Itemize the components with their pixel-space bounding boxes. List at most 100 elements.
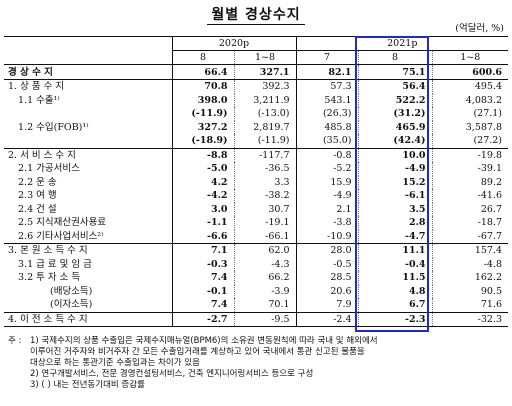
value-cell: 327.1	[233, 64, 297, 80]
value-cell: -4.9	[295, 189, 359, 203]
value-cell: (42.4)	[357, 134, 433, 148]
value-cell: (27.2)	[431, 134, 509, 148]
footnote-mark	[8, 380, 30, 391]
header-month: 8	[357, 50, 433, 65]
value-cell: 10.0	[357, 147, 433, 162]
footnote-mark	[8, 358, 30, 369]
table-row: 2.5 지식재산권사용료 -1.1 -19.1 -3.8 2.8 -18.7	[4, 216, 509, 230]
value-cell: -0.5	[295, 257, 359, 271]
value-cell: (-18.9)	[171, 134, 234, 148]
value-cell: -4.8	[431, 257, 509, 271]
value-cell: -32.3	[431, 311, 509, 327]
footnote-line: 대상으로 하는 통관기준 수출입과는 차이가 있음	[8, 358, 504, 369]
value-cell: 522.2	[357, 93, 433, 107]
value-cell: -2.4	[295, 311, 359, 327]
value-cell: 6.7	[357, 298, 433, 312]
value-cell: 7.4	[171, 298, 234, 312]
value-cell: -39.1	[431, 162, 509, 176]
value-cell: 57.3	[295, 79, 359, 94]
row-label: 3.1 급 료 및 임 금	[18, 258, 92, 270]
row-label: 1. 상 품 수 지	[4, 79, 172, 94]
value-cell: 485.8	[295, 120, 359, 134]
value-cell: -3.9	[233, 284, 297, 298]
value-cell: 90.5	[431, 284, 509, 298]
value-cell: (-11.9)	[233, 134, 297, 148]
row-label: 경 상 수 지	[8, 66, 53, 78]
value-cell: 75.1	[357, 64, 433, 80]
value-cell: -0.1	[171, 284, 234, 298]
row-label: 2.6 기타사업서비스²⁾	[18, 230, 104, 242]
current-account-table: 2020p 2021p 8 1~8 7 8 1~8 경 상 수 지 66.4 327…	[4, 36, 509, 327]
value-cell: -3.8	[295, 216, 359, 230]
title-text: 월별 경상수지	[207, 7, 305, 25]
row-label: 3.2 투 자 소 득	[18, 272, 81, 284]
value-cell: 4.2	[171, 175, 234, 189]
value-cell: -1.1	[171, 216, 234, 230]
value-cell: -4.3	[233, 257, 297, 271]
value-cell: -2.7	[171, 311, 234, 327]
value-cell: 62.0	[233, 243, 297, 258]
value-cell: 82.1	[295, 64, 359, 80]
value-cell: -6.6	[171, 229, 234, 244]
value-cell: -5.2	[295, 162, 359, 176]
table-row: (이자소득) 7.4 70.1 7.9 6.7 71.6	[4, 298, 509, 312]
table-row: 2.3 여 행 -4.2 -38.2 -4.9 -6.1 -41.6	[4, 189, 509, 203]
footnote-line: 3) ( ) 내는 전년동기대비 증감률	[8, 380, 504, 391]
value-cell: 392.3	[233, 79, 297, 94]
value-cell: -2.3	[357, 311, 433, 327]
footnote-line: 주 : 1) 국제수지의 상품 수출입은 국제수지매뉴얼(BPM6)의 소유권 변…	[8, 336, 504, 347]
value-cell: 56.4	[357, 79, 433, 94]
value-cell: 28.0	[295, 243, 359, 258]
value-cell: 3.5	[357, 202, 433, 216]
value-cell: 15.9	[295, 175, 359, 189]
value-cell: -36.5	[233, 162, 297, 176]
value-cell: 2.1	[295, 202, 359, 216]
value-cell: 15.2	[357, 175, 433, 189]
value-cell: 7.9	[295, 298, 359, 312]
value-cell: 7.4	[171, 271, 234, 285]
value-cell: 2,819.7	[233, 120, 297, 134]
row-label: 1.1 수출¹⁾	[18, 94, 60, 106]
footnote-text: 대상으로 하는 통관기준 수출입과는 차이가 있음	[30, 358, 200, 368]
header-month: 8	[171, 50, 234, 65]
header-month: 1~8	[431, 50, 509, 65]
table-row: 2.1 가공서비스 -5.0 -36.5 -5.2 -4.9 -39.1	[4, 162, 509, 176]
value-cell: 543.1	[295, 93, 359, 107]
value-cell: 495.4	[431, 79, 509, 94]
value-cell: -4.9	[357, 162, 433, 176]
row-label: 2.3 여 행	[18, 190, 57, 202]
header-year-2021: 2021p	[295, 36, 509, 51]
footnote-mark: 주 :	[8, 336, 22, 346]
table-row: 4. 이 전 소 득 수 지 -2.7 -9.5 -2.4 -2.3 -32.3	[4, 311, 509, 327]
value-cell: 157.4	[431, 243, 509, 258]
value-cell: (27.1)	[431, 107, 509, 121]
value-cell: -19.8	[431, 147, 509, 162]
value-cell: (-11.9)	[171, 107, 234, 121]
value-cell: 11.1	[357, 243, 433, 258]
value-cell: -18.7	[431, 216, 509, 230]
header-row-years: 2020p 2021p	[4, 36, 509, 65]
row-label: (배당소득)	[50, 285, 93, 297]
footnote-text: 3) ( ) 내는 전년동기대비 증감률	[30, 380, 145, 390]
value-cell: 2.8	[357, 216, 433, 230]
value-cell: -19.1	[233, 216, 297, 230]
table-row: 2.2 운 송 4.2 3.3 15.9 15.2 89.2	[4, 175, 509, 189]
row-label: 4. 이 전 소 득 수 지	[4, 311, 172, 327]
value-cell: -38.2	[233, 189, 297, 203]
value-cell: 162.2	[431, 271, 509, 285]
value-cell: -5.0	[171, 162, 234, 176]
header-blank	[4, 36, 172, 65]
value-cell: 70.1	[233, 298, 297, 312]
value-cell: -117.7	[233, 147, 297, 162]
value-cell: -0.4	[357, 257, 433, 271]
footnote-text: 1) 국제수지의 상품 수출입은 국제수지매뉴얼(BPM6)의 소유권 변동원칙…	[30, 336, 378, 346]
value-cell: -0.3	[171, 257, 234, 271]
value-cell: -6.1	[357, 189, 433, 203]
value-cell: 20.6	[295, 284, 359, 298]
value-cell: 4,083.2	[431, 93, 509, 107]
row-label: 1.2 수입(FOB)¹⁾	[18, 121, 89, 133]
footnote-line: 2) 연구개발서비스, 전문 경영컨설팅서비스, 건축 엔지니어링서비스 등으로…	[8, 369, 504, 380]
row-label	[4, 134, 172, 148]
value-cell: -4.7	[357, 229, 433, 244]
value-cell: 465.9	[357, 120, 433, 134]
